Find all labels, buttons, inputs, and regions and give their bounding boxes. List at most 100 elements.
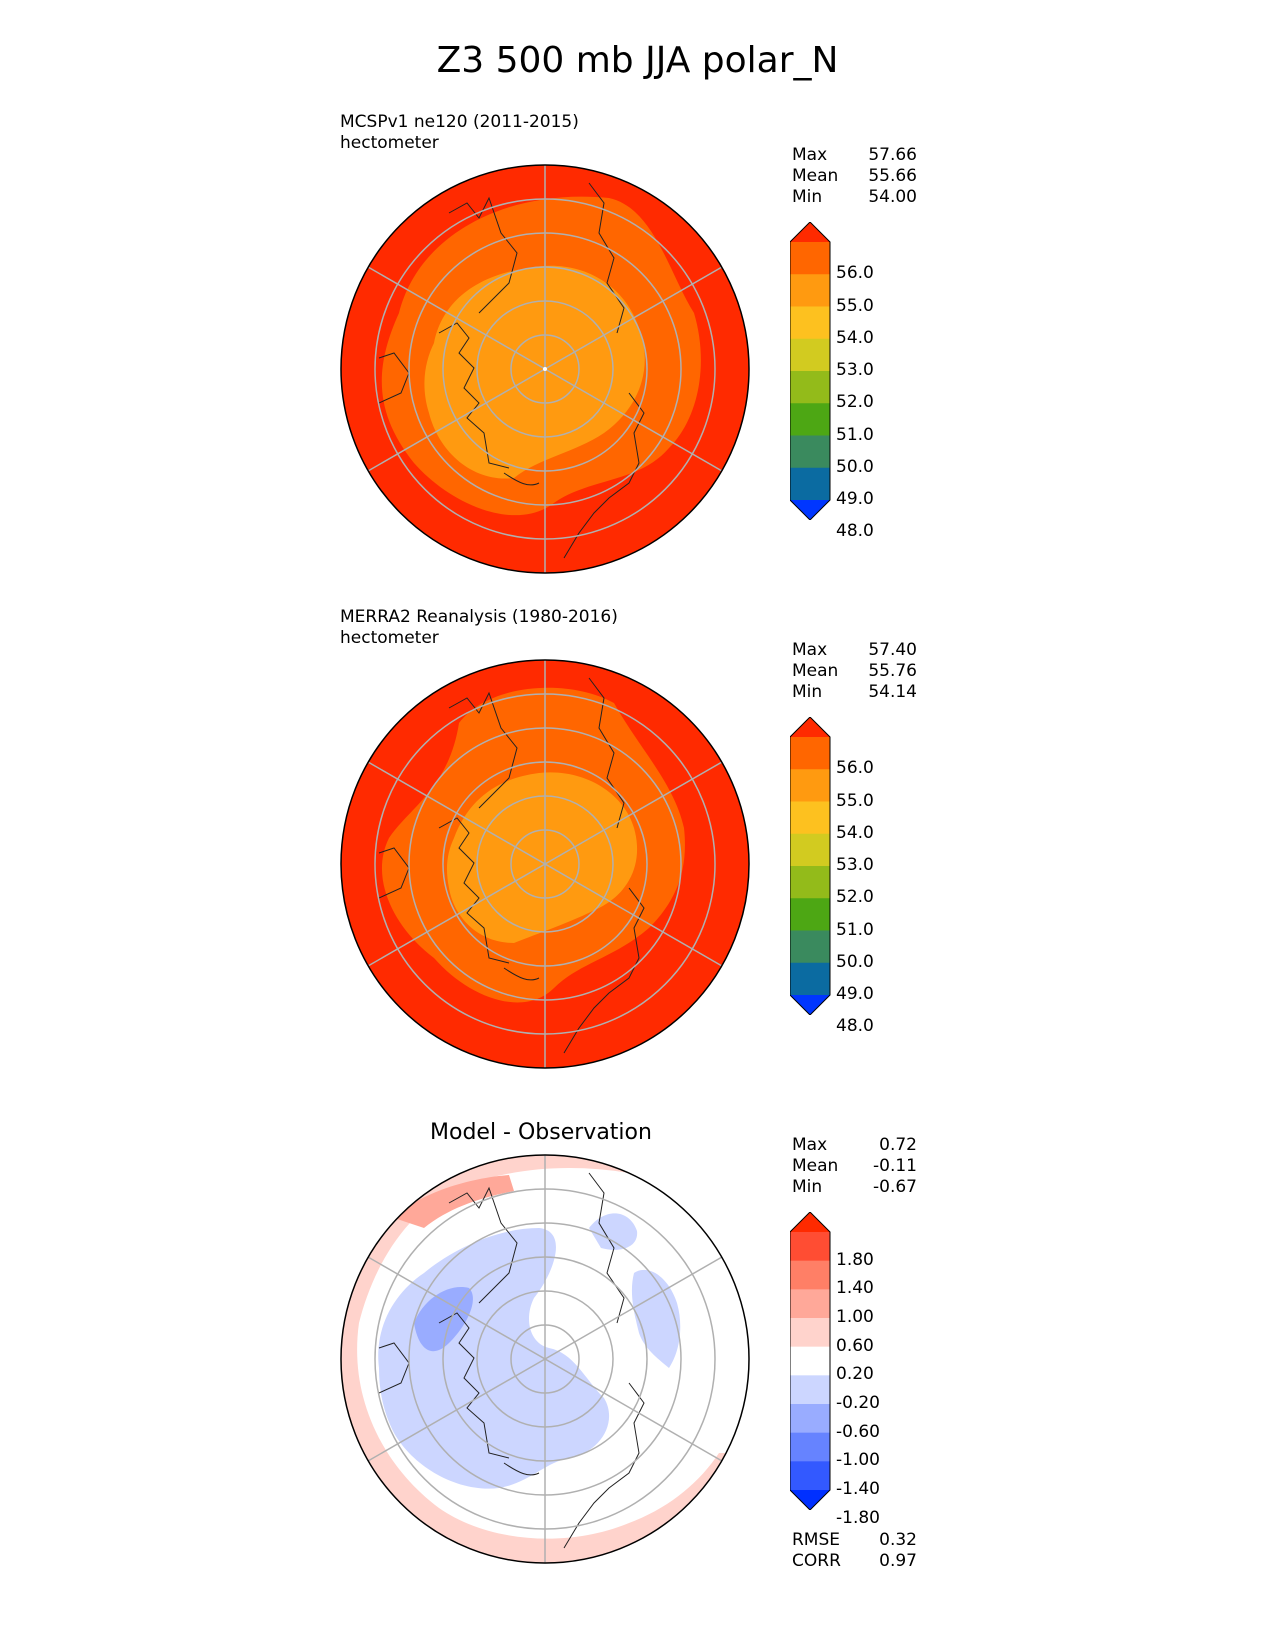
colorbar-reference — [790, 717, 831, 1015]
colorbar-tick-label: 50.0 — [836, 951, 874, 972]
colorbar-band — [790, 833, 830, 867]
contour-negative-fill — [631, 1269, 681, 1368]
colorbar-band — [790, 801, 830, 835]
panel-reference-name: MERRA2 Reanalysis (1980-2016) — [340, 607, 618, 627]
colorbar-tick-label: 51.0 — [836, 424, 874, 445]
colorbar-band — [790, 1346, 830, 1376]
stat-value: -0.11 — [873, 1156, 917, 1176]
colorbar-tick-label: 49.0 — [836, 489, 874, 509]
stat-label: Max — [792, 640, 828, 660]
stat-value: 55.76 — [868, 661, 917, 681]
panel-reference-units: hectometer — [340, 628, 439, 648]
colorbar-extend-min — [790, 995, 830, 1015]
stat-label: Min — [792, 682, 823, 702]
contour-54-fill — [446, 772, 638, 943]
colorbar-band — [790, 306, 830, 340]
colorbar-difference — [790, 1212, 831, 1510]
colorbar-tick-label: 50.0 — [836, 456, 874, 477]
panel-difference-map — [340, 1154, 750, 1564]
panel-test-units: hectometer — [340, 133, 439, 153]
colorbar-tick-label: -0.20 — [836, 1393, 880, 1413]
colorbar-extend-max — [790, 717, 830, 737]
colorbar-tick-label: -1.00 — [836, 1450, 880, 1471]
stat-label: Min — [792, 187, 823, 207]
colorbar-band — [790, 1404, 830, 1434]
colorbar-tick-label: 51.0 — [836, 919, 874, 940]
colorbar-tick-label: 0.20 — [836, 1364, 874, 1385]
panel-difference-title: Model - Observation — [430, 1120, 652, 1145]
colorbar-tick-label: -0.60 — [836, 1421, 880, 1442]
map-boundary — [340, 164, 750, 574]
stat-value: 55.66 — [868, 166, 917, 186]
colorbar-band — [790, 1375, 830, 1405]
colorbar-band — [790, 435, 830, 469]
colorbar-tick-label: 52.0 — [836, 392, 874, 413]
panel-reference-stats: Max 57.40 Mean 55.76 Min 54.14 — [792, 640, 917, 703]
colorbar-outline — [790, 1212, 831, 1510]
panel-test-label: MCSPv1 ne120 (2011-2015) hectometer — [340, 112, 579, 154]
colorbar-extend-min — [790, 500, 830, 520]
stat-label: Mean — [792, 166, 839, 186]
colorbar-tick-label: 49.0 — [836, 984, 874, 1004]
stat-label: Max — [792, 1135, 828, 1155]
metric-label: RMSE — [792, 1530, 841, 1550]
colorbar-tick-label: 53.0 — [836, 855, 874, 875]
panel-test-map — [340, 164, 750, 574]
colorbar-tick-label: -1.40 — [836, 1479, 880, 1499]
colorbar-tick-label: 54.0 — [836, 822, 874, 843]
colorbar-extend-max — [790, 1212, 830, 1232]
colorbar-test — [790, 222, 831, 520]
panel-difference-metrics: RMSE 0.32 CORR 0.97 — [792, 1530, 917, 1572]
colorbar-tick-label: 56.0 — [836, 263, 874, 284]
colorbar-band — [790, 1232, 830, 1262]
stat-label: Mean — [792, 661, 839, 681]
colorbar-band — [790, 866, 830, 899]
graticule — [367, 660, 723, 1068]
graticule — [367, 1155, 723, 1563]
colorbar-band — [790, 769, 830, 802]
colorbar-tick-label: 52.0 — [836, 887, 874, 908]
colorbar-extend-max — [790, 222, 830, 242]
stat-label: Mean — [792, 1156, 839, 1176]
stat-label: Min — [792, 1177, 823, 1197]
colorbar-tick-label: 56.0 — [836, 758, 874, 779]
colorbar-band — [790, 737, 830, 770]
colorbar-tick-label: 1.00 — [836, 1307, 874, 1327]
colorbar-tick-label: 0.60 — [836, 1335, 874, 1356]
colorbar-tick-label: 54.0 — [836, 327, 874, 348]
stat-value: 57.40 — [868, 640, 917, 660]
colorbar-band — [790, 1318, 830, 1348]
coastlines — [378, 182, 645, 559]
map-boundary — [340, 1154, 750, 1564]
contour-positive-strong-fill — [394, 1175, 514, 1228]
colorbar-tick-label: 48.0 — [836, 521, 874, 542]
colorbar-band — [790, 338, 830, 372]
contour-54-fill — [424, 265, 645, 479]
colorbar-tick-label: 1.40 — [836, 1278, 874, 1299]
colorbar-band — [790, 898, 830, 931]
metric-value: 0.32 — [879, 1530, 917, 1550]
colorbar-band — [790, 1289, 830, 1319]
colorbar-tick-label: 55.0 — [836, 295, 874, 316]
contour-negative-fill — [589, 1213, 638, 1250]
colorbar-band — [790, 467, 830, 501]
panel-reference-map — [340, 659, 750, 1069]
colorbar-tick-label: 53.0 — [836, 360, 874, 380]
figure-title: Z3 500 mb JJA polar_N — [436, 40, 839, 81]
colorbar-band — [790, 962, 830, 996]
coastlines — [378, 1172, 645, 1549]
contour-negative-strong-fill — [414, 1287, 473, 1352]
stat-value: -0.67 — [873, 1177, 917, 1197]
stat-value: 54.14 — [868, 682, 917, 702]
stat-value: 54.00 — [868, 187, 917, 207]
metric-value: 0.97 — [879, 1551, 917, 1571]
colorbar-band — [790, 403, 830, 436]
colorbar-tick-label: 1.80 — [836, 1249, 874, 1270]
colorbar-outline — [790, 222, 831, 520]
panel-difference-stats: Max 0.72 Mean -0.11 Min -0.67 — [792, 1135, 917, 1198]
colorbar-tick-label: -1.80 — [836, 1507, 880, 1528]
stat-value: 0.72 — [879, 1135, 917, 1155]
stat-label: Max — [792, 145, 828, 165]
panel-test-name: MCSPv1 ne120 (2011-2015) — [340, 112, 579, 132]
north-pole-marker — [543, 367, 547, 371]
